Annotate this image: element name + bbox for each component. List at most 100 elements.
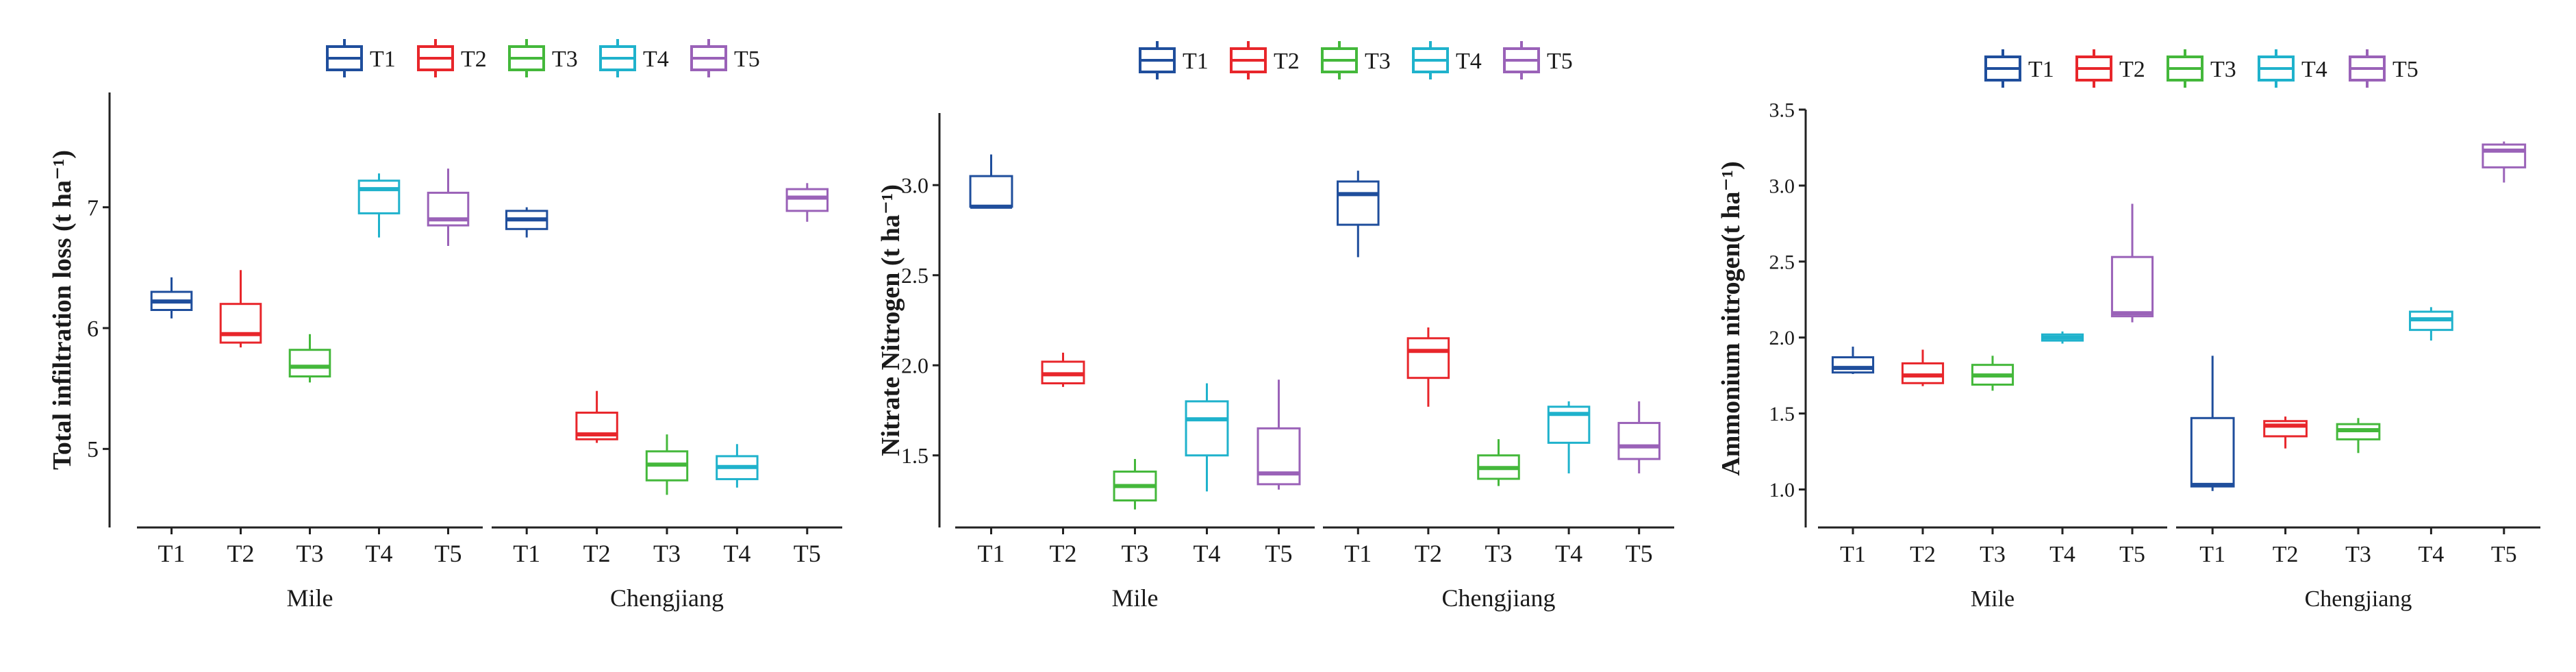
chart-panel-3: 1.0 1.5 2.0 2.5 3.0 3.5 Ammonium nitrogen(t ha… [1717,49,2540,612]
box-iqr [1617,421,1660,460]
legend-item-t2: T2 [2075,49,2145,88]
y-axis-title: Ammonium nitrogen(t ha⁻¹) [1717,161,1745,475]
legend-label: T2 [461,47,487,72]
group-label: Chengjiang [2305,586,2412,612]
x-tick-label: T2 [1910,542,1936,567]
x-tick-label: T2 [1050,540,1077,567]
legend-item-t4: T4 [2258,49,2327,88]
box-iqr [1337,180,1380,226]
x-tick-label: T3 [653,540,681,567]
x-tick-label: T2 [2273,542,2299,567]
legend-item-t2: T2 [417,39,487,77]
group-label: Mile [1971,586,2015,612]
legend-item-t1: T1 [1139,41,1209,79]
x-tick-label: T5 [2119,542,2145,567]
box-iqr [2482,143,2527,169]
x-tick-label: T5 [435,540,462,567]
group-chengjiang: T1 T2 T3 T4 T5 Chengjiang [2176,141,2540,612]
x-tick-label: T3 [296,540,324,567]
box-chengjiang-t5 [1617,401,1660,474]
x-tick-label: T5 [1265,540,1293,567]
y-tick-label: 2.5 [1769,251,1795,273]
legend-label: T3 [2210,57,2236,82]
x-tick-label: T1 [513,540,540,567]
legend-item-t3: T3 [1321,41,1391,79]
legend-item-t5: T5 [2349,49,2419,88]
legend-label: T5 [1547,49,1573,74]
legend-item-t2: T2 [1230,41,1300,79]
box-chengjiang-t1 [505,207,548,238]
box-chengjiang-t3 [2336,418,2381,453]
y-axis-title: Total infiltration loss (t ha⁻¹) [48,150,77,470]
x-tick-label: T1 [1344,540,1372,567]
x-tick-label: T3 [1122,540,1149,567]
legend-label: T2 [2119,57,2145,82]
box-chengjiang-t5 [2482,141,2527,183]
x-tick-label: T4 [366,540,393,567]
box-mile-t2 [219,270,262,348]
box-chengjiang-t2 [575,390,618,443]
legend-label: T4 [2301,57,2327,82]
box-mile-t2 [1901,349,1945,386]
box-iqr [288,349,331,378]
x-tick-label: T1 [1840,542,1866,567]
legend-item-t1: T1 [326,39,396,77]
group-mile: T1 T2 T3 T4 T5 Mile [137,169,483,612]
legend-label: T1 [1183,49,1209,74]
box-chengjiang-t3 [1477,439,1520,486]
box-iqr [1406,337,1450,379]
group-chengjiang: T1 T2 T3 T4 T5 Chengjiang [1323,171,1674,612]
box-mile-t2 [1041,352,1085,387]
y-tick-label: 2.5 [901,263,929,288]
y-tick-label: 1.5 [901,443,929,468]
legend-label: T4 [643,47,669,72]
legend-item-t3: T3 [2167,49,2236,88]
box-iqr [2110,256,2154,318]
legend-label: T4 [1456,49,1482,74]
box-iqr [1185,400,1229,457]
legend-item-t5: T5 [690,39,760,77]
legend-label: T1 [2028,57,2054,82]
legend-item-t4: T4 [599,39,669,77]
group-mile: T1 T2 T3 T4 T5 Mile [955,154,1315,612]
y-tick-label: 3.0 [901,173,929,197]
box-chengjiang-t4 [1547,401,1591,474]
x-tick-label: T5 [2491,542,2517,567]
x-tick-label: T4 [2419,542,2445,567]
x-tick-label: T1 [978,540,1005,567]
x-tick-label: T2 [1415,540,1442,567]
box-mile-t4 [357,173,401,238]
x-tick-label: T1 [2199,542,2225,567]
box-mile-t5 [2110,203,2154,323]
box-chengjiang-t1 [2190,356,2235,491]
box-iqr [969,175,1013,208]
y-tick-label: 5 [87,437,99,462]
box-iqr [1901,362,1945,384]
x-tick-label: T1 [158,540,186,567]
box-chengjiang-t1 [1337,171,1380,258]
x-tick-label: T3 [2345,542,2371,567]
box-mile-t4 [1185,383,1229,492]
x-tick-label: T3 [1485,540,1513,567]
legend-item-t3: T3 [508,39,578,77]
group-label: Mile [287,584,333,612]
y-tick-label: 3.0 [1769,175,1795,197]
y-axis-title: Nitrate Nitrogen (t ha⁻¹) [876,184,905,456]
y-tick-label: 6 [87,316,99,342]
x-tick-label: T5 [794,540,821,567]
box-mile-t1 [150,277,193,319]
group-mile: T1 T2 T3 T4 T5 Mile [1818,203,2167,612]
box-chengjiang-t3 [645,434,689,495]
box-chengjiang-t4 [2409,307,2453,341]
group-chengjiang: T1 T2 T3 T4 T5 Chengjiang [492,183,842,612]
y-tick-label: 1.5 [1769,403,1795,425]
x-tick-label: T4 [723,540,750,567]
box-iqr [1257,427,1301,486]
legend-item-t4: T4 [1412,41,1482,79]
box-iqr [1831,356,1875,374]
box-mile-t5 [1257,379,1301,490]
box-mile-t1 [969,154,1013,209]
